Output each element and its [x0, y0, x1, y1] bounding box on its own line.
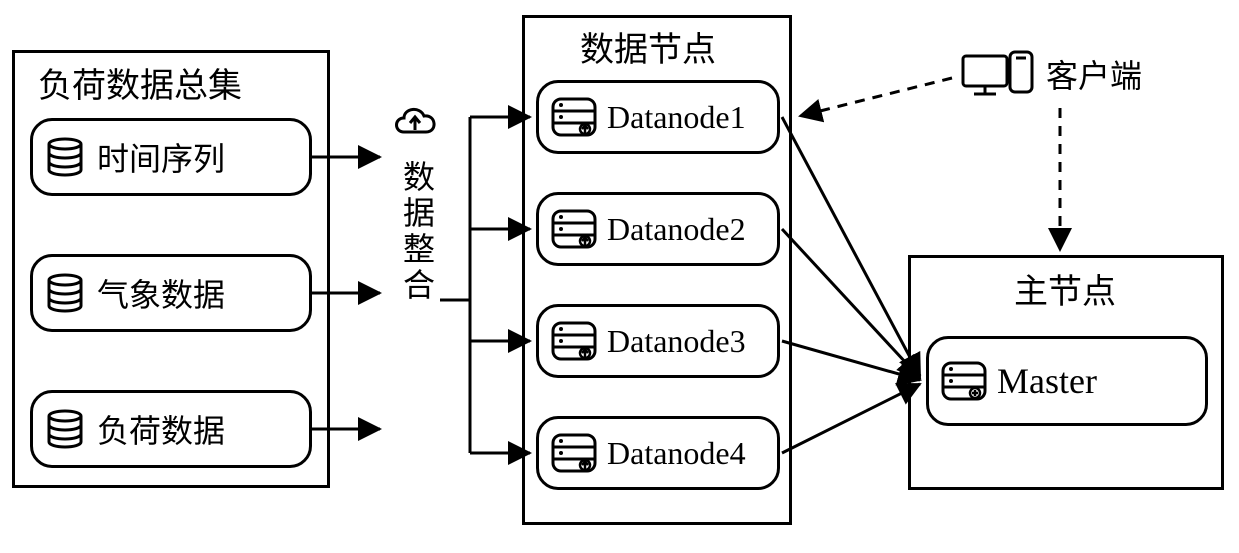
master-panel-title: 主节点 [1014, 264, 1116, 313]
client-devices-icon [960, 48, 1038, 100]
database-icon [45, 137, 85, 177]
data-node-panel-title: 数据节点 [580, 22, 716, 71]
cloud-upload-icon [390, 102, 440, 142]
left-item-0: 时间序列 [30, 118, 312, 196]
client-group: 客户端 [960, 48, 1142, 100]
database-icon [45, 273, 85, 313]
integration-label: 数据整合 [394, 160, 440, 304]
left-panel-title: 负荷数据总集 [38, 58, 242, 107]
server-node-icon [551, 433, 597, 473]
left-item-1: 气象数据 [30, 254, 312, 332]
datanode-2: Datanode2 [536, 192, 780, 266]
server-master-icon [941, 361, 987, 401]
datanode-3: Datanode3 [536, 304, 780, 378]
datanode-label: Datanode4 [607, 435, 746, 472]
master-label: Master [997, 360, 1097, 402]
datanode-4: Datanode4 [536, 416, 780, 490]
left-item-2: 负荷数据 [30, 390, 312, 468]
master-capsule: Master [926, 336, 1208, 426]
server-node-icon [551, 209, 597, 249]
datanode-1: Datanode1 [536, 80, 780, 154]
left-item-label: 负荷数据 [97, 406, 225, 452]
server-node-icon [551, 97, 597, 137]
datanode-label: Datanode3 [607, 323, 746, 360]
client-label: 客户端 [1046, 51, 1142, 97]
database-icon [45, 409, 85, 449]
datanode-label: Datanode1 [607, 99, 746, 136]
datanode-label: Datanode2 [607, 211, 746, 248]
server-node-icon [551, 321, 597, 361]
left-item-label: 气象数据 [97, 270, 225, 316]
left-item-label: 时间序列 [97, 134, 225, 180]
